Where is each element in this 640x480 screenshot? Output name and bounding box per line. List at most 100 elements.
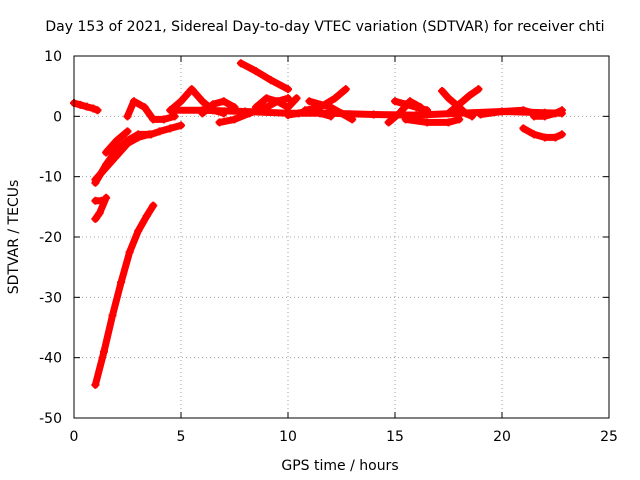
- y-tick-label: -10: [39, 170, 62, 186]
- data-point: [177, 121, 185, 130]
- y-axis-label: SDTVAR / TECUs: [6, 180, 22, 295]
- data-point: [438, 86, 447, 95]
- data-point: [474, 85, 483, 94]
- series-arc-7: [102, 127, 132, 157]
- data-point: [519, 106, 528, 115]
- data-point: [236, 59, 245, 68]
- plot-frame: [73, 55, 610, 419]
- data-point: [99, 347, 108, 356]
- data-point: [423, 118, 432, 127]
- chart-title: Day 153 of 2021, Sidereal Day-to-day VTE…: [45, 19, 604, 35]
- series-band: [445, 85, 482, 117]
- x-tick-label: 0: [70, 429, 79, 445]
- x-axis-label: GPS time / hours: [281, 458, 398, 474]
- series-arc-17: [305, 97, 357, 124]
- data-point: [461, 109, 470, 118]
- data-point: [147, 130, 156, 139]
- data-point: [95, 208, 104, 217]
- data-point: [465, 91, 474, 100]
- data-point: [551, 133, 560, 142]
- data-point: [551, 109, 560, 118]
- data-point: [284, 111, 292, 120]
- series-arc-22: [444, 85, 483, 118]
- data-point: [209, 100, 218, 109]
- data-point: [444, 94, 453, 103]
- data-point: [395, 109, 404, 118]
- series-arc-20: [401, 115, 464, 127]
- series-arc-4: [91, 196, 106, 205]
- data-point: [557, 106, 566, 115]
- data-point: [557, 130, 566, 139]
- y-tick-label: -40: [39, 351, 62, 367]
- series-band: [198, 97, 238, 117]
- data-point: [337, 109, 346, 118]
- data-point: [149, 201, 158, 210]
- data-point: [215, 118, 224, 127]
- data-point: [125, 248, 134, 257]
- data-point: [331, 94, 340, 103]
- data-point: [219, 97, 228, 106]
- data-point: [262, 103, 271, 112]
- data-point: [305, 97, 314, 106]
- series-arc-14: [251, 94, 301, 112]
- data-point: [530, 112, 539, 121]
- series-band: [530, 106, 566, 120]
- data-point: [284, 85, 292, 94]
- x-tick-label: 15: [386, 429, 404, 445]
- x-tick-label: 25: [600, 429, 618, 445]
- data-point: [230, 115, 239, 124]
- data-point: [134, 130, 143, 139]
- data-point: [91, 380, 100, 389]
- data-point: [97, 196, 106, 205]
- y-tick-label: -20: [39, 230, 62, 246]
- series-band: [301, 85, 350, 114]
- series-arc-13: [236, 59, 292, 94]
- series-band: [237, 59, 292, 93]
- data-point: [401, 115, 410, 124]
- data-point: [123, 127, 132, 136]
- data-point: [76, 100, 85, 109]
- data-point: [455, 100, 464, 109]
- data-point: [284, 103, 292, 112]
- data-point: [262, 94, 271, 103]
- series-arc-25: [530, 106, 566, 121]
- data-point: [519, 124, 528, 133]
- data-point: [301, 106, 310, 115]
- data-point: [117, 278, 126, 287]
- data-point: [159, 115, 168, 124]
- data-point: [123, 136, 132, 145]
- data-point: [455, 115, 464, 124]
- x-tick-label: 5: [177, 429, 186, 445]
- data-point: [82, 102, 91, 111]
- data-point: [326, 103, 335, 112]
- series-arc-19: [391, 97, 432, 115]
- data-point: [468, 112, 477, 121]
- data-point: [155, 127, 164, 136]
- data-point: [369, 110, 378, 119]
- data-point: [245, 109, 254, 118]
- data-point: [230, 103, 239, 112]
- series-band: [477, 106, 538, 118]
- data-point: [93, 106, 102, 115]
- series-band: [252, 94, 301, 111]
- data-point: [149, 115, 158, 124]
- data-point: [140, 103, 149, 112]
- data-point: [112, 136, 121, 145]
- data-point: [266, 76, 275, 85]
- data-point: [91, 214, 100, 223]
- data-point: [284, 94, 292, 103]
- data-point: [294, 109, 303, 118]
- data-point: [348, 115, 357, 124]
- data-point: [108, 311, 117, 320]
- data-point: [423, 106, 432, 115]
- data-point: [530, 130, 539, 139]
- data-series: [70, 59, 566, 389]
- data-point: [123, 112, 132, 121]
- y-tick-label: 10: [44, 49, 62, 65]
- data-point: [102, 148, 111, 157]
- y-tick-label: 0: [53, 109, 62, 125]
- data-point: [134, 226, 143, 235]
- data-point: [326, 112, 335, 121]
- data-point: [273, 97, 282, 106]
- data-point: [251, 67, 260, 76]
